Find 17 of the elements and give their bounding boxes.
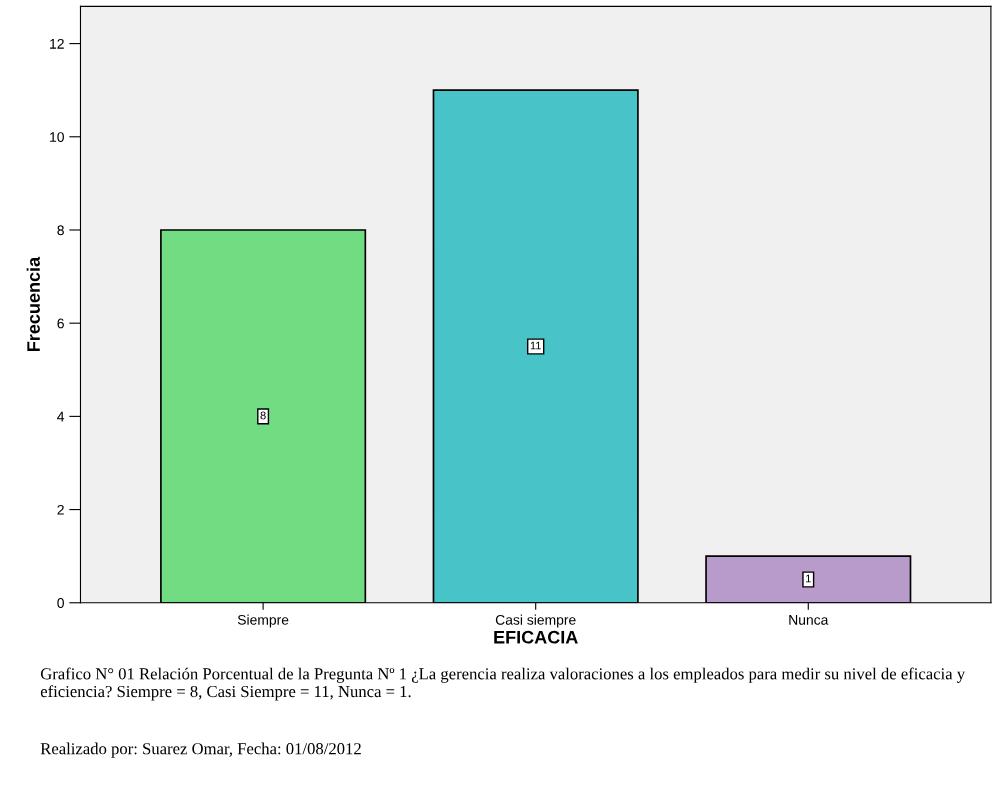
y-tick-label: 0 <box>57 598 64 608</box>
y-tick-label: 4 <box>57 411 65 422</box>
y-tick-label: 6 <box>57 318 64 329</box>
y-tick-label: 2 <box>57 504 64 515</box>
data-label: 8 <box>260 411 266 420</box>
y-tick-label: 12 <box>50 38 64 49</box>
x-tick-label: Nunca <box>789 615 829 625</box>
x-tick-label: Casi siempre <box>495 614 576 628</box>
x-axis-title: EFICACIA <box>494 630 578 644</box>
text: Grafico N° 01 Relación Porcentual de la Pregunta Nº 1 ¿La gerencia realiza valoraciones a los empleados para medir su nivel de eficacia y eficiencia? Siempre = 8, Casi Siempre = 11, Nunca = 1. <box>40 667 966 701</box>
y-tick-label: 8 <box>57 225 64 236</box>
x-tick-label: Siempre <box>237 614 289 628</box>
text: Realizado por: Suarez Omar, Fecha: 01/08/2012 <box>40 742 361 758</box>
data-label: 11 <box>530 341 541 350</box>
y-tick-label: 10 <box>50 132 64 142</box>
data-label: 1 <box>806 574 811 583</box>
y-axis-title: Frecuencia <box>26 256 40 351</box>
